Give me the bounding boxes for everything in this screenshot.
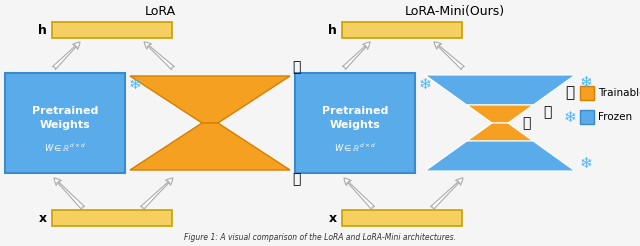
Text: Pretrained: Pretrained <box>32 106 98 116</box>
Text: Trainable: Trainable <box>598 88 640 98</box>
Text: LoRA: LoRA <box>145 5 175 18</box>
Text: h: h <box>38 24 47 36</box>
Text: Frozen: Frozen <box>598 112 632 122</box>
Bar <box>342 210 462 226</box>
Polygon shape <box>467 105 533 123</box>
Text: $W\in\mathbb{R}^{d\times d}$: $W\in\mathbb{R}^{d\times d}$ <box>334 142 376 154</box>
Text: ❄: ❄ <box>129 77 141 92</box>
Text: 🔥: 🔥 <box>292 172 300 186</box>
Bar <box>580 110 594 124</box>
Polygon shape <box>130 76 290 123</box>
Text: LoRA-Mini(Ours): LoRA-Mini(Ours) <box>405 5 505 18</box>
Text: x: x <box>39 212 47 225</box>
Text: Weights: Weights <box>40 120 90 130</box>
Bar <box>295 73 415 173</box>
Text: Figure 1: A visual comparison of the LoRA and LoRA-Mini architectures.: Figure 1: A visual comparison of the LoR… <box>184 233 456 242</box>
Text: $A_{\rm mini}\in\mathbb{R}^{d\times r}$: $A_{\rm mini}\in\mathbb{R}^{d\times r}$ <box>478 126 522 138</box>
Text: $A\in\mathbb{R}^{d\times r}$: $A\in\mathbb{R}^{d\times r}$ <box>198 143 237 155</box>
Text: $B\in\mathbb{R}^{r\times d}$: $B\in\mathbb{R}^{r\times d}$ <box>199 91 237 103</box>
Text: $B_{\rm mini}\in\mathbb{R}^{r\times d}$: $B_{\rm mini}\in\mathbb{R}^{r\times d}$ <box>479 108 522 120</box>
Text: x: x <box>329 212 337 225</box>
Text: $A_{\rm max}\in\mathbb{R}^{d\times a}$: $A_{\rm max}\in\mathbb{R}^{d\times a}$ <box>478 150 522 162</box>
Text: 🔥: 🔥 <box>522 116 530 130</box>
Text: 🔥: 🔥 <box>565 86 575 101</box>
Text: 🔥: 🔥 <box>292 60 300 74</box>
Text: 🔥: 🔥 <box>543 105 551 119</box>
Bar <box>52 22 172 38</box>
Text: ❄: ❄ <box>580 75 593 90</box>
Bar <box>580 86 594 100</box>
Bar <box>342 22 462 38</box>
Bar <box>5 73 125 173</box>
Text: h: h <box>328 24 337 36</box>
Bar <box>52 210 172 226</box>
Polygon shape <box>467 123 533 141</box>
Text: ❄: ❄ <box>580 156 593 171</box>
Text: ❄: ❄ <box>564 109 577 124</box>
Text: ❄: ❄ <box>419 77 432 92</box>
Polygon shape <box>425 141 575 171</box>
Polygon shape <box>425 75 575 105</box>
Text: Weights: Weights <box>330 120 380 130</box>
Text: $B_{\rm max}\in\mathbb{R}^{d\times d}$: $B_{\rm max}\in\mathbb{R}^{d\times d}$ <box>478 84 522 96</box>
Polygon shape <box>130 123 290 170</box>
Text: $W\in\mathbb{R}^{d\times d}$: $W\in\mathbb{R}^{d\times d}$ <box>44 142 86 154</box>
Text: Pretrained: Pretrained <box>322 106 388 116</box>
